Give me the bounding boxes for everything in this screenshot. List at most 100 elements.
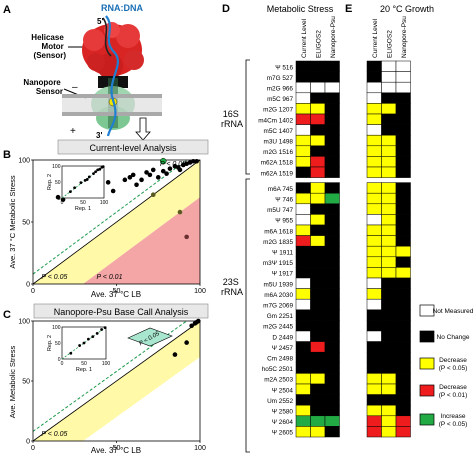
modification-label: m62A 1518 xyxy=(261,160,294,167)
heatmap-d-cell xyxy=(324,383,340,395)
heatmap-e-cell xyxy=(381,394,397,406)
panel-c-inset-xtick-label: 100 xyxy=(102,361,111,367)
heatmap-e-cell xyxy=(381,124,397,136)
modification-label: m5C 967 xyxy=(267,96,293,103)
panel-c-xlabel: Ave. 37 °C LB xyxy=(91,446,141,455)
panel-d-column-header: Current Level xyxy=(301,18,308,58)
rna-strand-dark xyxy=(102,17,112,57)
heatmap-e-cell xyxy=(381,203,397,215)
legend: Not Measured No Change Decrease (P < 0.05) D… xyxy=(419,304,474,428)
heatmap-e-cell xyxy=(381,320,397,332)
panel-e-column-header: Nanopore-Psu xyxy=(401,16,408,58)
panel-b-identity-line xyxy=(32,159,201,285)
heatmap-d-cell xyxy=(324,182,340,194)
heatmap-d-cell xyxy=(310,103,326,115)
heatmap-e-cell xyxy=(381,256,397,268)
panel-c-inset-point xyxy=(100,328,103,331)
heatmap-d-cell xyxy=(324,203,340,215)
nanopore-label: Nanopore Sensor xyxy=(23,78,63,96)
heatmap-e-cell xyxy=(395,330,411,342)
heatmap-d-cell xyxy=(324,214,340,226)
heatmap-d-cell xyxy=(295,192,311,205)
heatmap-d-cell xyxy=(324,320,340,332)
heatmap-d-cell xyxy=(324,235,340,247)
heatmap-d-cell xyxy=(324,373,340,385)
panel-c-inset-point xyxy=(103,326,107,330)
modification-label: m6A 2030 xyxy=(264,292,293,299)
heatmap-d-cell xyxy=(324,404,340,417)
heatmap-e-cell xyxy=(366,362,382,374)
heatmap-e-cell xyxy=(395,166,411,178)
heatmap-d-cell xyxy=(295,224,311,236)
legend-swatch xyxy=(419,357,435,370)
modification-label: m7G 2069 xyxy=(263,303,293,310)
heatmap-e-cell xyxy=(366,81,382,94)
heatmap-d-cell xyxy=(295,415,311,427)
heatmap-d-cell xyxy=(310,298,326,311)
heatmap-d-cell xyxy=(310,245,326,258)
heatmap-d-cell xyxy=(324,81,340,94)
heatmap-e-cell xyxy=(366,245,382,258)
heatmap-e-cell xyxy=(381,81,397,94)
panel-b-point xyxy=(147,172,153,178)
heatmap-e-cell xyxy=(381,373,397,385)
heatmap-d-cell xyxy=(310,373,326,385)
heatmap-e-cell xyxy=(366,71,382,83)
panel-b-inset-point xyxy=(79,181,83,185)
panel-b-point xyxy=(122,177,128,183)
heatmap-e-cell xyxy=(381,145,397,157)
heatmap-e-cell xyxy=(366,404,382,417)
modification-label: m2A 2503 xyxy=(264,377,293,384)
modification-label: m5C 1407 xyxy=(264,128,294,135)
heatmap-e-cell xyxy=(395,192,411,205)
heatmap-d-cell xyxy=(324,426,340,438)
panel-b-point-red-band xyxy=(184,234,189,240)
heatmap-d-cell xyxy=(310,192,326,205)
modification-label: D 2449 xyxy=(272,334,293,341)
panel-e-column-header: ELIGOS2 xyxy=(386,30,393,58)
panel-c-inset-point xyxy=(82,341,86,345)
panel-b-inset-ylabel: Rep. 2 xyxy=(47,174,53,190)
heatmap-e-cell xyxy=(381,224,397,236)
heatmap-d-cell xyxy=(310,351,326,364)
heatmap-d-cell xyxy=(295,103,311,115)
heatmap-d-cell xyxy=(310,277,326,289)
heatmap-e-cell xyxy=(366,298,382,311)
heatmap-e-cell xyxy=(366,182,382,194)
heatmap-d-cell xyxy=(295,404,311,417)
modification-label: Ψ 2457 xyxy=(272,345,294,352)
panel-b-inset-fit-line xyxy=(61,165,105,199)
modification-label: Ψ 1911 xyxy=(272,250,293,257)
panel-b-point xyxy=(130,172,136,178)
heatmap-e-cell xyxy=(366,124,382,136)
heatmap-d-cell xyxy=(310,60,326,72)
heatmap-e-cell xyxy=(395,383,411,395)
heatmap-e-cell xyxy=(381,92,397,104)
heatmap-d-cell xyxy=(324,156,340,168)
modification-label: m3U 1498 xyxy=(264,139,294,146)
panel-b-inset-ytick-label: 0 xyxy=(58,196,61,202)
panel-c-inset-point xyxy=(78,344,81,347)
panel-b-inset-point xyxy=(92,172,95,176)
panel-c-identity-line xyxy=(32,320,201,442)
heatmap-e-cell xyxy=(366,224,382,236)
heatmap-e-cell xyxy=(395,320,411,332)
panel-b-inset-ytick-label: 50 xyxy=(55,180,61,186)
heatmap-e-cell xyxy=(381,103,397,115)
panel-c-banner: Nanopore-Psu Base Call Analysis xyxy=(54,307,189,317)
heatmap-e-cell xyxy=(395,362,411,374)
legend-swatch xyxy=(419,330,435,343)
heatmap-d-cell xyxy=(295,351,311,364)
heatmap-d-cell xyxy=(310,267,326,279)
modification-labels: Ψ 516 m7G 527 m2G 966 m5C 967 m2G 1207 m4Cm 1… xyxy=(258,64,293,436)
heatmap-e-cell xyxy=(366,156,382,168)
heatmap-d-cell xyxy=(295,373,311,385)
heatmap-d-cell xyxy=(324,166,340,178)
modification-label: m5U 1939 xyxy=(264,281,294,288)
heatmap-e-cell xyxy=(395,426,411,438)
heatmap-d-cell xyxy=(295,309,311,321)
modification-label: Ψ 2605 xyxy=(272,430,294,437)
panel-c-inset-xtick-label: 50 xyxy=(81,361,87,367)
panel-b-point xyxy=(60,197,66,202)
panel-c-banner-box xyxy=(33,303,209,319)
